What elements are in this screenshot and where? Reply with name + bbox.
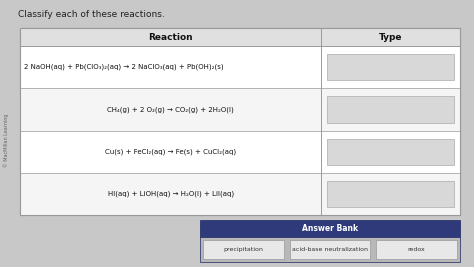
Bar <box>20 131 460 173</box>
Bar <box>376 240 457 259</box>
Bar <box>20 28 460 46</box>
Text: precipitation: precipitation <box>223 247 263 252</box>
Bar <box>20 28 460 215</box>
Text: © MacMillan Learning: © MacMillan Learning <box>3 113 9 167</box>
Text: acid-base neutralization: acid-base neutralization <box>292 247 368 252</box>
Text: 2 NaOH(aq) + Pb(ClO₃)₂(aq) → 2 NaClO₃(aq) + Pb(OH)₂(s): 2 NaOH(aq) + Pb(ClO₃)₂(aq) → 2 NaClO₃(aq… <box>24 64 224 70</box>
Text: Reaction: Reaction <box>148 33 193 41</box>
Bar <box>328 96 454 123</box>
Text: CH₄(g) + 2 O₂(g) → CO₂(g) + 2H₂O(l): CH₄(g) + 2 O₂(g) → CO₂(g) + 2H₂O(l) <box>107 106 234 113</box>
Bar <box>328 139 454 165</box>
Text: Type: Type <box>379 33 402 41</box>
Bar <box>200 220 460 237</box>
Bar <box>20 46 460 88</box>
Text: HI(aq) + LiOH(aq) → H₂O(l) + LiI(aq): HI(aq) + LiOH(aq) → H₂O(l) + LiI(aq) <box>108 191 234 197</box>
Text: Classify each of these reactions.: Classify each of these reactions. <box>18 10 165 19</box>
Bar <box>328 54 454 80</box>
Bar <box>20 28 460 215</box>
Bar <box>203 240 283 259</box>
Text: Cu(s) + FeCl₂(aq) → Fe(s) + CuCl₂(aq): Cu(s) + FeCl₂(aq) → Fe(s) + CuCl₂(aq) <box>105 148 236 155</box>
Text: Answer Bank: Answer Bank <box>302 224 358 233</box>
Text: redox: redox <box>408 247 426 252</box>
Bar <box>200 237 460 262</box>
Bar <box>20 88 460 131</box>
Bar <box>328 181 454 207</box>
Bar <box>20 173 460 215</box>
Bar <box>290 240 370 259</box>
